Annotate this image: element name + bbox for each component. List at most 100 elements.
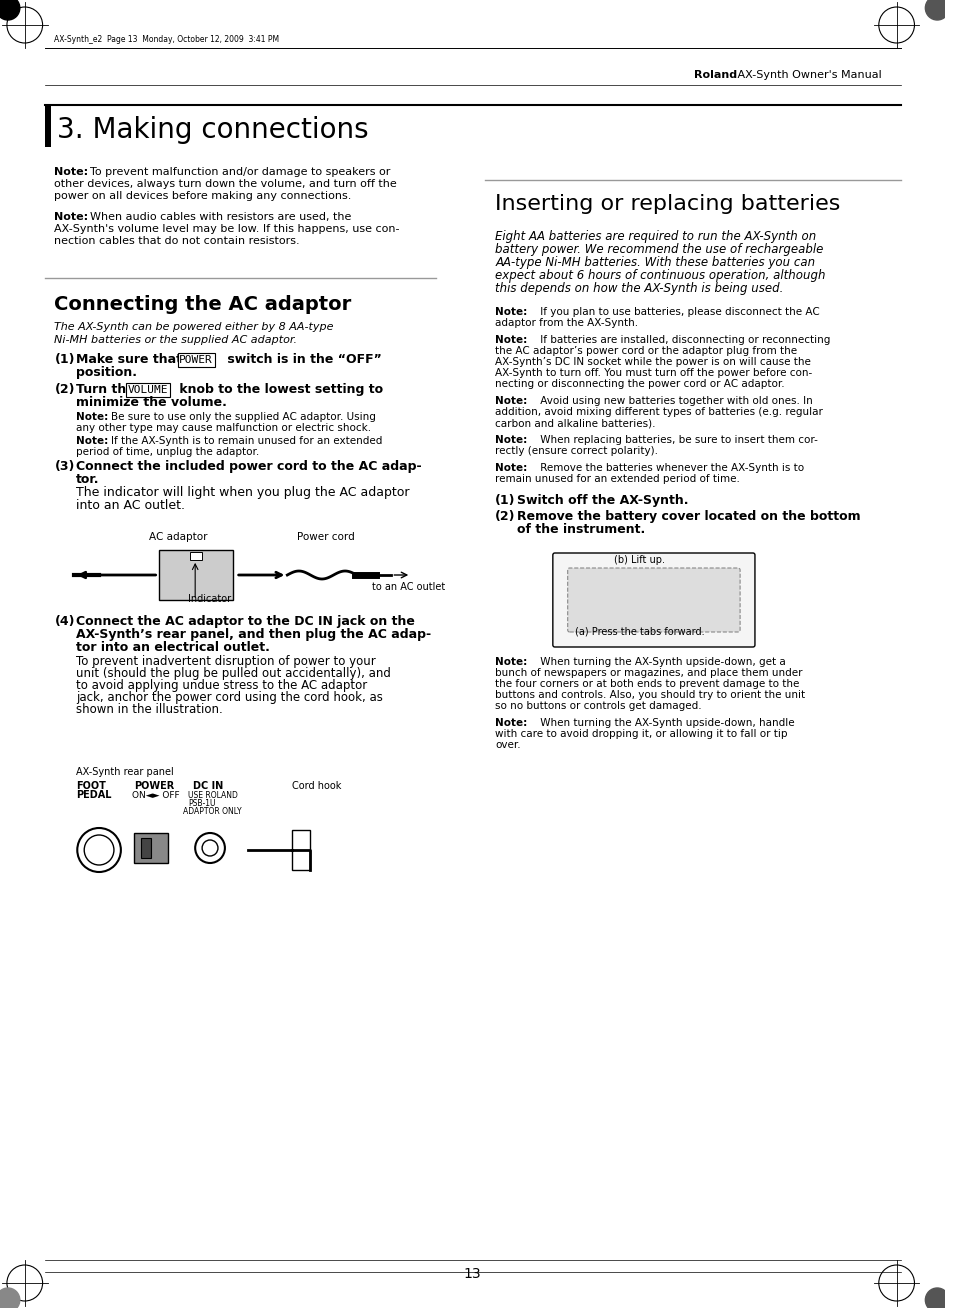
Text: Note:: Note: bbox=[54, 212, 89, 222]
Text: any other type may cause malfunction or electric shock.: any other type may cause malfunction or … bbox=[76, 422, 371, 433]
Text: The indicator will light when you plug the AC adaptor: The indicator will light when you plug t… bbox=[76, 487, 410, 498]
Text: To prevent inadvertent disruption of power to your: To prevent inadvertent disruption of pow… bbox=[76, 655, 375, 668]
Text: (2): (2) bbox=[54, 383, 75, 396]
Text: (a) Press the tabs forward.: (a) Press the tabs forward. bbox=[574, 627, 703, 637]
Bar bbox=[140, 838, 151, 858]
Text: Indicator: Indicator bbox=[188, 594, 232, 604]
Text: Note:: Note: bbox=[54, 167, 89, 177]
Text: knob to the lowest setting to: knob to the lowest setting to bbox=[175, 383, 383, 396]
Bar bbox=[292, 831, 310, 870]
Text: shown in the illustration.: shown in the illustration. bbox=[76, 702, 223, 715]
Text: AX-Synth_e2  Page 13  Monday, October 12, 2009  3:41 PM: AX-Synth_e2 Page 13 Monday, October 12, … bbox=[54, 35, 279, 44]
Text: Remove the batteries whenever the AX-Synth is to: Remove the batteries whenever the AX-Syn… bbox=[537, 463, 803, 473]
Text: Switch off the AX-Synth.: Switch off the AX-Synth. bbox=[517, 494, 688, 508]
Text: PSB-1U: PSB-1U bbox=[188, 799, 215, 808]
Text: adaptor from the AX-Synth.: adaptor from the AX-Synth. bbox=[495, 318, 638, 328]
Bar bbox=[190, 552, 202, 560]
Text: power on all devices before making any connections.: power on all devices before making any c… bbox=[54, 191, 352, 201]
Text: Inserting or replacing batteries: Inserting or replacing batteries bbox=[495, 194, 840, 215]
Text: Note:: Note: bbox=[495, 396, 527, 405]
Text: Ni-MH batteries or the supplied AC adaptor.: Ni-MH batteries or the supplied AC adapt… bbox=[54, 335, 297, 345]
Circle shape bbox=[0, 1288, 20, 1308]
Text: other devices, always turn down the volume, and turn off the: other devices, always turn down the volu… bbox=[54, 179, 396, 188]
Text: AX-Synth to turn off. You must turn off the power before con-: AX-Synth to turn off. You must turn off … bbox=[495, 368, 812, 378]
Text: When turning the AX-Synth upside-down, handle: When turning the AX-Synth upside-down, h… bbox=[537, 718, 794, 729]
Text: ON◄► OFF: ON◄► OFF bbox=[132, 791, 179, 800]
Text: of the instrument.: of the instrument. bbox=[517, 523, 645, 536]
Text: Roland: Roland bbox=[693, 71, 736, 80]
Bar bbox=[158, 549, 233, 600]
Text: POWER: POWER bbox=[179, 354, 213, 365]
Text: PEDAL: PEDAL bbox=[76, 790, 112, 800]
Text: jack, anchor the power cord using the cord hook, as: jack, anchor the power cord using the co… bbox=[76, 691, 383, 704]
Text: To prevent malfunction and/or damage to speakers or: To prevent malfunction and/or damage to … bbox=[91, 167, 390, 177]
Text: remain unused for an extended period of time.: remain unused for an extended period of … bbox=[495, 473, 740, 484]
Text: VOLUME: VOLUME bbox=[128, 385, 168, 395]
Text: Connecting the AC adaptor: Connecting the AC adaptor bbox=[54, 296, 352, 314]
Text: Note:: Note: bbox=[495, 335, 527, 345]
Bar bbox=[45, 105, 51, 146]
Text: with care to avoid dropping it, or allowing it to fall or tip: with care to avoid dropping it, or allow… bbox=[495, 729, 787, 739]
Text: Note:: Note: bbox=[76, 412, 109, 422]
Text: When audio cables with resistors are used, the: When audio cables with resistors are use… bbox=[91, 212, 351, 222]
Text: FOOT: FOOT bbox=[76, 781, 106, 791]
Text: (1): (1) bbox=[495, 494, 516, 508]
Text: so no buttons or controls get damaged.: so no buttons or controls get damaged. bbox=[495, 701, 701, 712]
Text: AX-Synth’s DC IN socket while the power is on will cause the: AX-Synth’s DC IN socket while the power … bbox=[495, 357, 810, 368]
Text: ADAPTOR ONLY: ADAPTOR ONLY bbox=[183, 807, 242, 816]
Text: to avoid applying undue stress to the AC adaptor: to avoid applying undue stress to the AC… bbox=[76, 679, 367, 692]
Text: Note:: Note: bbox=[495, 718, 527, 729]
Text: POWER: POWER bbox=[133, 781, 173, 791]
FancyBboxPatch shape bbox=[552, 553, 754, 647]
Text: over.: over. bbox=[495, 740, 520, 749]
Text: (4): (4) bbox=[54, 615, 75, 628]
Text: Cord hook: Cord hook bbox=[292, 781, 341, 791]
Text: bunch of newspapers or magazines, and place them under: bunch of newspapers or magazines, and pl… bbox=[495, 668, 802, 678]
Text: If the AX-Synth is to remain unused for an extended: If the AX-Synth is to remain unused for … bbox=[111, 436, 382, 446]
Text: DC IN: DC IN bbox=[193, 781, 223, 791]
Text: Note:: Note: bbox=[495, 657, 527, 667]
Text: carbon and alkaline batteries).: carbon and alkaline batteries). bbox=[495, 419, 655, 428]
Text: the four corners or at both ends to prevent damage to the: the four corners or at both ends to prev… bbox=[495, 679, 799, 689]
Text: Note:: Note: bbox=[76, 436, 109, 446]
Text: into an AC outlet.: into an AC outlet. bbox=[76, 498, 185, 511]
Text: (1): (1) bbox=[54, 353, 75, 366]
Text: AX-Synth rear panel: AX-Synth rear panel bbox=[76, 766, 173, 777]
Text: switch is in the “OFF”: switch is in the “OFF” bbox=[223, 353, 381, 366]
Text: Power cord: Power cord bbox=[297, 532, 355, 542]
FancyBboxPatch shape bbox=[567, 568, 740, 632]
Text: AA-type Ni-MH batteries. With these batteries you can: AA-type Ni-MH batteries. With these batt… bbox=[495, 256, 815, 269]
Text: 13: 13 bbox=[463, 1267, 481, 1281]
Bar bbox=[133, 833, 169, 863]
Text: Note:: Note: bbox=[495, 436, 527, 445]
Text: tor into an electrical outlet.: tor into an electrical outlet. bbox=[76, 641, 270, 654]
Text: AX-Synth's volume level may be low. If this happens, use con-: AX-Synth's volume level may be low. If t… bbox=[54, 224, 399, 234]
Text: When replacing batteries, be sure to insert them cor-: When replacing batteries, be sure to ins… bbox=[537, 436, 817, 445]
Text: necting or disconnecting the power cord or AC adaptor.: necting or disconnecting the power cord … bbox=[495, 379, 784, 388]
Text: (3): (3) bbox=[54, 460, 74, 473]
Text: Avoid using new batteries together with old ones. In: Avoid using new batteries together with … bbox=[537, 396, 812, 405]
Text: unit (should the plug be pulled out accidentally), and: unit (should the plug be pulled out acci… bbox=[76, 667, 391, 680]
Text: expect about 6 hours of continuous operation, although: expect about 6 hours of continuous opera… bbox=[495, 269, 825, 283]
Circle shape bbox=[924, 1288, 948, 1308]
Text: Eight AA batteries are required to run the AX-Synth on: Eight AA batteries are required to run t… bbox=[495, 230, 816, 243]
Circle shape bbox=[924, 0, 948, 20]
Text: AC adaptor: AC adaptor bbox=[149, 532, 207, 542]
Text: the AC adaptor’s power cord or the adaptor plug from the: the AC adaptor’s power cord or the adapt… bbox=[495, 347, 797, 356]
Text: addition, avoid mixing different types of batteries (e.g. regular: addition, avoid mixing different types o… bbox=[495, 407, 822, 417]
Text: AX-Synth Owner's Manual: AX-Synth Owner's Manual bbox=[734, 71, 881, 80]
Text: Remove the battery cover located on the bottom: Remove the battery cover located on the … bbox=[517, 510, 860, 523]
Text: The AX-Synth can be powered either by 8 AA-type: The AX-Synth can be powered either by 8 … bbox=[54, 322, 334, 332]
Text: When turning the AX-Synth upside-down, get a: When turning the AX-Synth upside-down, g… bbox=[537, 657, 785, 667]
Text: position.: position. bbox=[76, 366, 137, 379]
Text: rectly (ensure correct polarity).: rectly (ensure correct polarity). bbox=[495, 446, 658, 456]
Text: Connect the included power cord to the AC adap-: Connect the included power cord to the A… bbox=[76, 460, 421, 473]
Text: to an AC outlet: to an AC outlet bbox=[371, 582, 444, 593]
Text: (2): (2) bbox=[495, 510, 516, 523]
Text: (b) Lift up.: (b) Lift up. bbox=[614, 555, 664, 565]
Text: Note:: Note: bbox=[495, 307, 527, 317]
Text: nection cables that do not contain resistors.: nection cables that do not contain resis… bbox=[54, 235, 300, 246]
Text: Note:: Note: bbox=[495, 463, 527, 473]
Text: buttons and controls. Also, you should try to orient the unit: buttons and controls. Also, you should t… bbox=[495, 691, 804, 700]
Text: Be sure to use only the supplied AC adaptor. Using: Be sure to use only the supplied AC adap… bbox=[111, 412, 375, 422]
